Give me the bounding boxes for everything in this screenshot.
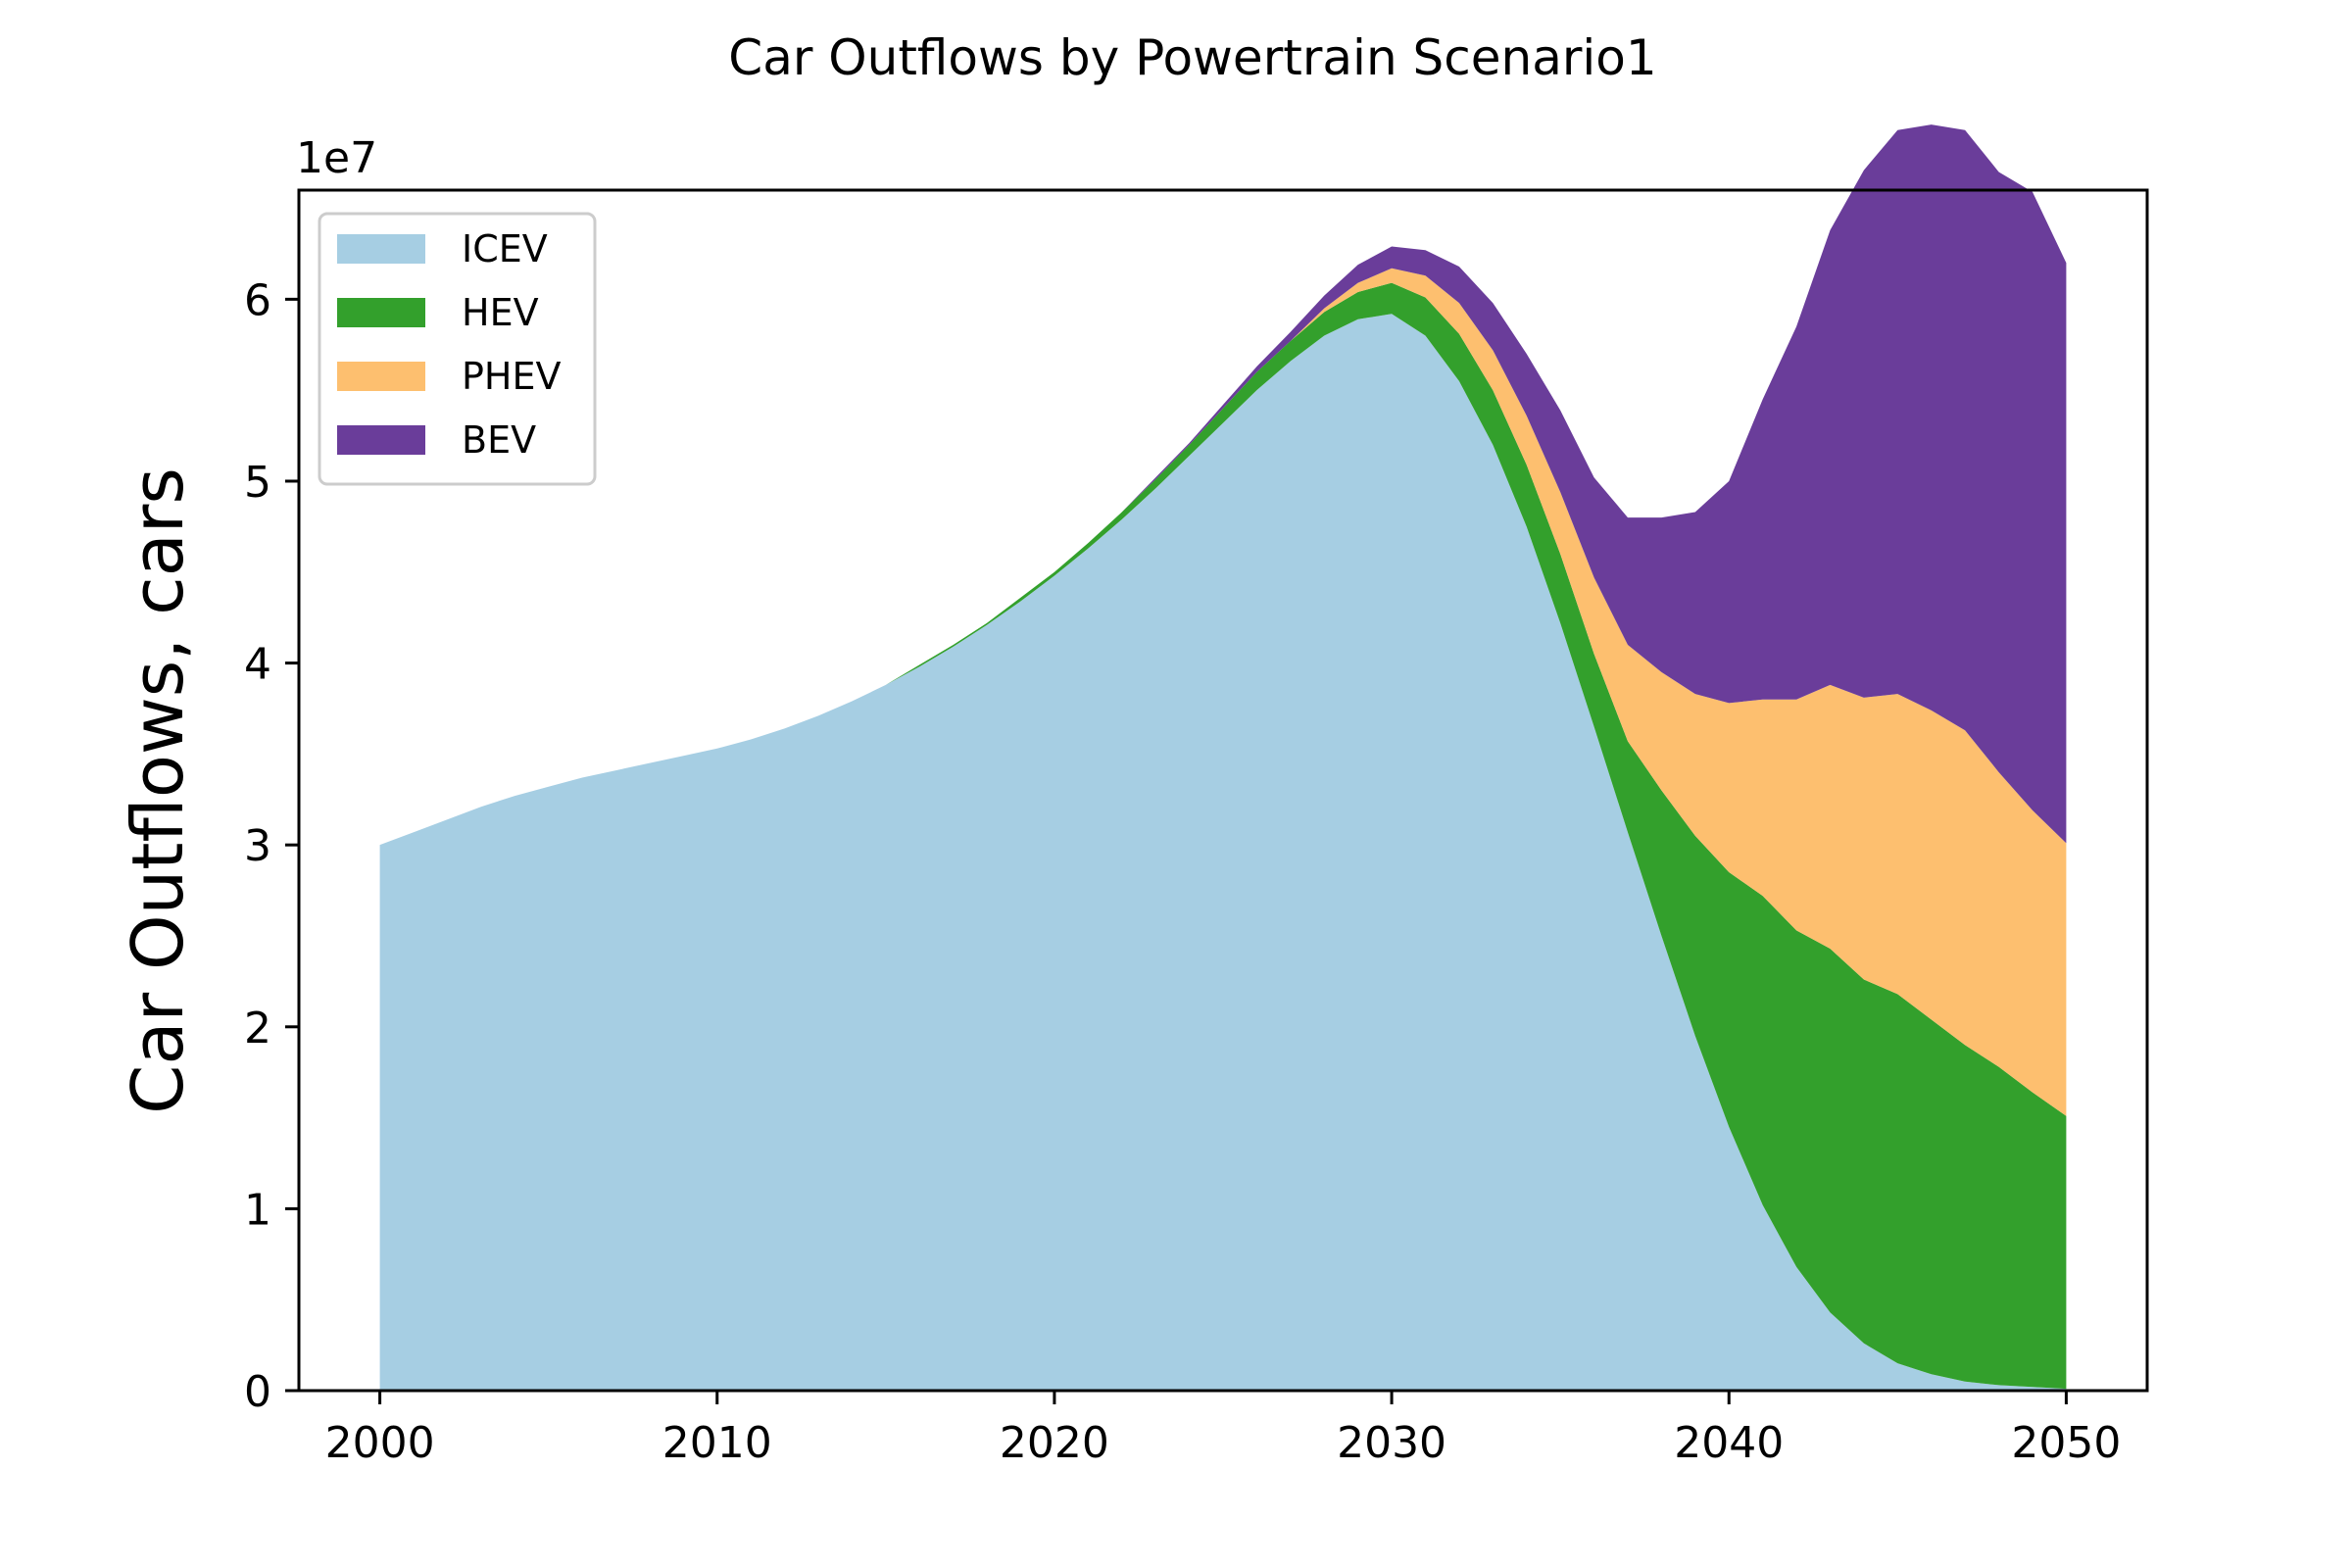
x-axis: 2000 2010 2020 2030 2040 2050 [325, 1391, 2121, 1468]
plot-frame [297, 188, 2149, 1393]
legend-label-phev: PHEV [462, 355, 562, 398]
legend: ICEV HEV PHEV BEV [318, 212, 597, 486]
area-bev [379, 124, 2067, 846]
y-axis-offset-label: 1e7 [296, 133, 377, 183]
legend-box [318, 212, 597, 486]
y-tick-label: 0 [244, 1367, 271, 1417]
x-tick-label: 2050 [2011, 1418, 2121, 1468]
legend-swatch-bev [337, 425, 425, 455]
x-tick-label: 2000 [325, 1418, 435, 1468]
x-tick-label: 2030 [1337, 1418, 1446, 1468]
chart-title: Car Outflows by Powertrain Scenario1 [728, 29, 1656, 86]
legend-label-icev: ICEV [462, 227, 548, 270]
y-tick-label: 3 [244, 821, 271, 871]
y-tick-label: 6 [244, 275, 271, 325]
y-tick-label: 5 [244, 458, 271, 508]
legend-items: ICEV HEV PHEV BEV [337, 227, 562, 462]
legend-label-hev: HEV [462, 291, 539, 334]
x-tick-label: 2010 [662, 1418, 772, 1468]
y-axis-label: Car Outflows, cars [117, 467, 199, 1114]
area-hev [379, 282, 2067, 1390]
legend-swatch-hev [337, 298, 425, 327]
legend-label-bev: BEV [462, 418, 536, 462]
y-tick-label: 2 [244, 1004, 271, 1054]
legend-swatch-phev [337, 362, 425, 391]
y-tick-label: 1 [244, 1185, 271, 1235]
legend-swatch-icev [337, 234, 425, 264]
area-icev [379, 314, 2067, 1392]
y-tick-label: 4 [244, 640, 271, 690]
x-tick-label: 2020 [1000, 1418, 1109, 1468]
areas-layer [379, 124, 2067, 1392]
x-tick-label: 2040 [1674, 1418, 1784, 1468]
y-axis: 0 1 2 3 4 5 6 [244, 275, 299, 1417]
